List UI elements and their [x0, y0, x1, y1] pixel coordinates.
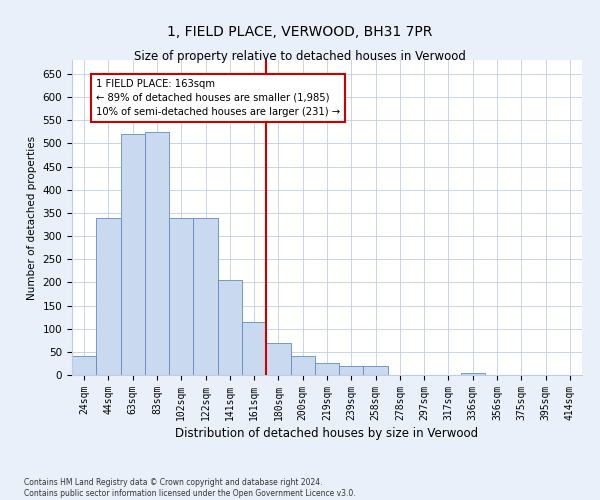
Bar [364, 366, 388, 375]
Bar [193, 218, 218, 375]
Text: Size of property relative to detached houses in Verwood: Size of property relative to detached ho… [134, 50, 466, 63]
Bar [266, 342, 290, 375]
Bar [72, 356, 96, 375]
Bar [242, 322, 266, 375]
Bar [96, 218, 121, 375]
X-axis label: Distribution of detached houses by size in Verwood: Distribution of detached houses by size … [175, 427, 479, 440]
Text: Contains HM Land Registry data © Crown copyright and database right 2024.
Contai: Contains HM Land Registry data © Crown c… [24, 478, 356, 498]
Bar [315, 364, 339, 375]
Bar [121, 134, 145, 375]
Bar [339, 366, 364, 375]
Bar [169, 218, 193, 375]
Bar [218, 280, 242, 375]
Bar [290, 356, 315, 375]
Y-axis label: Number of detached properties: Number of detached properties [27, 136, 37, 300]
Text: 1 FIELD PLACE: 163sqm
← 89% of detached houses are smaller (1,985)
10% of semi-d: 1 FIELD PLACE: 163sqm ← 89% of detached … [96, 78, 340, 116]
Bar [461, 372, 485, 375]
Text: 1, FIELD PLACE, VERWOOD, BH31 7PR: 1, FIELD PLACE, VERWOOD, BH31 7PR [167, 25, 433, 39]
Bar [145, 132, 169, 375]
